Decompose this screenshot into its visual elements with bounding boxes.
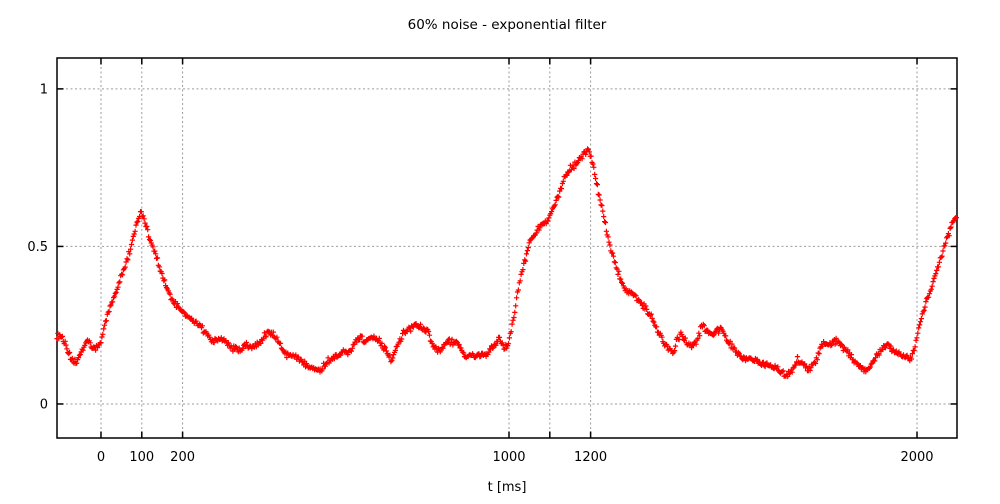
data-series-red-plus-markers xyxy=(54,146,959,380)
y-tick-label: 1 xyxy=(40,82,48,97)
x-tick-label: 0 xyxy=(97,450,105,465)
x-tick-label: 1000 xyxy=(492,450,525,465)
series-points-plus xyxy=(54,146,959,380)
x-axis-label: t [ms] xyxy=(488,480,527,495)
x-tick-label: 200 xyxy=(170,450,195,465)
y-tick-label: 0 xyxy=(40,397,48,412)
y-tick-label: 0.5 xyxy=(27,240,48,255)
x-tick-label: 2000 xyxy=(900,450,933,465)
axis-ticks xyxy=(57,58,957,438)
x-tick-label: 100 xyxy=(129,450,154,465)
tick-labels: 0 100 200 1000 1200 2000 0 0.5 1 xyxy=(27,82,933,465)
x-tick-label: 1200 xyxy=(574,450,607,465)
plot-border xyxy=(56,57,958,439)
gridlines xyxy=(57,58,957,438)
chart-title: 60% noise - exponential filter xyxy=(408,17,607,33)
